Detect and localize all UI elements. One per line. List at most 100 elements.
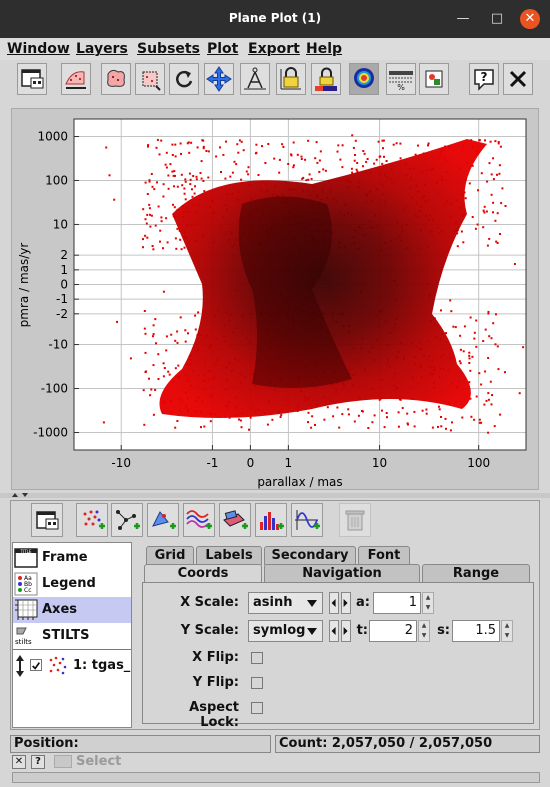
horizontal-scrollbar[interactable] [12, 772, 540, 783]
drag-handle-icon[interactable] [15, 655, 25, 677]
add-position-layer-button[interactable] [76, 503, 108, 537]
add-pair-layer-button[interactable] [111, 503, 143, 537]
s-field[interactable]: 1.5 [452, 620, 500, 642]
svg-text:%: % [397, 83, 405, 92]
scatter-point [154, 388, 157, 391]
menu-subsets[interactable]: Subsets [137, 41, 200, 57]
y-tick-label: -1 [56, 292, 68, 306]
t-field[interactable]: 2 [369, 620, 417, 642]
spin-down-icon[interactable]: ▼ [504, 632, 510, 639]
scatter-point [159, 229, 162, 232]
stack-item-layer-tgas[interactable]: 1: tgas_ [13, 653, 131, 679]
close-window-button[interactable] [503, 63, 533, 95]
y-scale-prev-button[interactable] [329, 620, 339, 642]
frame-window-button[interactable] [31, 503, 63, 537]
x-flip-checkbox[interactable] [251, 652, 263, 664]
help-button[interactable]: ? [469, 63, 499, 95]
tab-secondary[interactable]: Secondary [264, 546, 356, 565]
menu-plot[interactable]: Plot [207, 41, 239, 57]
a-spinner[interactable]: ▲ ▼ [422, 592, 434, 614]
spin-down-icon[interactable]: ▼ [425, 604, 431, 611]
tab-font[interactable]: Font [358, 546, 410, 565]
frame-window-icon [36, 511, 59, 530]
scatter-point [377, 140, 380, 143]
replot-button[interactable] [169, 63, 199, 95]
aux-colour-lock-toggle[interactable] [349, 63, 379, 95]
y-flip-checkbox[interactable] [251, 677, 263, 689]
stack-item-axes[interactable]: Axes [13, 597, 131, 623]
add-shape-layer-button[interactable] [219, 503, 251, 537]
scatter-point [477, 189, 479, 192]
stack-item-legend[interactable]: Aa Bb Cc Legend [13, 571, 131, 597]
spin-up-icon[interactable]: ▲ [504, 622, 510, 629]
new-window-button[interactable] [17, 63, 47, 95]
aux-lock-toggle[interactable] [311, 63, 341, 95]
x-scale-prev-button[interactable] [329, 592, 339, 614]
layer-visible-checkbox[interactable] [30, 659, 42, 671]
box-subset-button[interactable] [135, 63, 165, 95]
y-scale-next-button[interactable] [341, 620, 351, 642]
scatter-point [487, 357, 490, 359]
scatter-point [174, 339, 177, 342]
sketch-toggle[interactable]: % [386, 63, 416, 95]
scatter-point [158, 153, 161, 156]
tab-navigation[interactable]: Navigation [264, 564, 420, 583]
select-label[interactable]: Select [76, 754, 122, 769]
blob-subset-button[interactable] [101, 63, 131, 95]
scatter-point [187, 141, 190, 144]
scatter-point [195, 175, 198, 178]
scatter-point [273, 157, 276, 160]
scatter-point [497, 141, 500, 143]
spin-up-icon[interactable]: ▲ [425, 594, 431, 601]
tab-coords[interactable]: Coords [144, 564, 262, 583]
axis-lock-button[interactable] [240, 63, 270, 95]
add-function-layer-button[interactable] [291, 503, 323, 537]
clear-button[interactable]: ✕ [12, 755, 26, 769]
s-spinner[interactable]: ▲ ▼ [501, 620, 513, 642]
stack-item-frame[interactable]: TITLE Frame [13, 545, 131, 571]
query-button[interactable]: ? [31, 755, 45, 769]
scatter-point [148, 179, 151, 182]
minimize-icon[interactable]: — [456, 11, 470, 26]
add-area-layer-button[interactable] [147, 503, 179, 537]
stack-item-stilts[interactable]: stilts STILTS [13, 623, 131, 649]
menu-bar: Window Layers Subsets Plot Export Help [0, 38, 550, 60]
export-button[interactable] [419, 63, 449, 95]
x-scale-next-button[interactable] [341, 592, 351, 614]
tab-grid[interactable]: Grid [146, 546, 194, 565]
y-tick-label: 1000 [37, 129, 68, 143]
control-stack[interactable]: TITLE Frame Aa Bb Cc Legend Axes stilts ST… [12, 542, 132, 728]
menu-window[interactable]: Window [7, 41, 70, 57]
scatter-point [238, 139, 241, 142]
tab-range[interactable]: Range [422, 564, 530, 583]
y-scale-combo[interactable]: symlog [248, 620, 323, 642]
spin-down-icon[interactable]: ▼ [421, 632, 427, 639]
scatter-point [165, 349, 168, 352]
delete-layer-button[interactable] [339, 503, 371, 537]
spin-up-icon[interactable]: ▲ [421, 622, 427, 629]
x-scale-combo[interactable]: asinh [248, 592, 323, 614]
scatter-point [478, 418, 481, 421]
add-multi-line-layer-button[interactable] [183, 503, 215, 537]
scatter-point [373, 414, 376, 417]
menu-export[interactable]: Export [248, 41, 300, 57]
x-flip-label: X Flip: [192, 650, 239, 665]
maximize-icon[interactable]: □ [490, 11, 504, 26]
add-histogram-layer-button[interactable] [255, 503, 287, 537]
menu-help[interactable]: Help [306, 41, 343, 57]
plot-subsets-button[interactable] [61, 63, 91, 95]
tab-labels[interactable]: Labels [196, 546, 262, 565]
navigation-button[interactable] [204, 63, 234, 95]
plot-panel[interactable]: -10 -1 0 1 10 100 1000 100 10 2 1 0 -1 -2 -10 -100 -100… [11, 108, 539, 490]
aspect-lock-checkbox[interactable] [251, 702, 263, 714]
scatter-plot[interactable]: -10 -1 0 1 10 100 100010010210-1-2-10-100-100… [12, 109, 540, 491]
close-icon[interactable]: ✕ [520, 9, 540, 29]
scatter-point [468, 351, 471, 354]
split-pane-divider[interactable] [0, 493, 550, 498]
a-field[interactable]: 1 [373, 592, 421, 614]
menu-layers[interactable]: Layers [76, 41, 128, 57]
scatter-point [362, 150, 365, 152]
axes-lock-toggle[interactable] [276, 63, 306, 95]
t-spinner[interactable]: ▲ ▼ [418, 620, 430, 642]
scatter-point [437, 425, 439, 428]
